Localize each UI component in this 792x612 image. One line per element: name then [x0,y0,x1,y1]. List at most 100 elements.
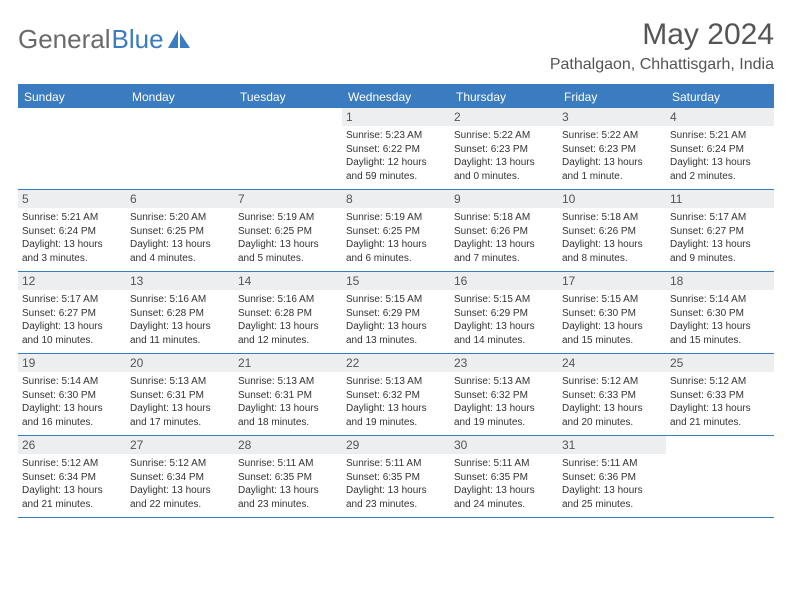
calendar-cell: 27 Sunrise: 5:12 AMSunset: 6:34 PMDayligh… [126,436,234,517]
calendar-cell: 3 Sunrise: 5:22 AMSunset: 6:23 PMDaylight… [558,108,666,189]
day-number: 3 [558,108,666,126]
day-details: Sunrise: 5:11 AMSunset: 6:36 PMDaylight:… [562,457,662,511]
calendar-cell: 15 Sunrise: 5:15 AMSunset: 6:29 PMDayligh… [342,272,450,353]
day-number: 7 [234,190,342,208]
calendar-cell: 22 Sunrise: 5:13 AMSunset: 6:32 PMDayligh… [342,354,450,435]
weekday-header: SundayMondayTuesdayWednesdayThursdayFrid… [18,86,774,108]
calendar: SundayMondayTuesdayWednesdayThursdayFrid… [18,84,774,518]
day-details: Sunrise: 5:13 AMSunset: 6:31 PMDaylight:… [238,375,338,429]
day-number: 14 [234,272,342,290]
calendar-cell: 28 Sunrise: 5:11 AMSunset: 6:35 PMDayligh… [234,436,342,517]
calendar-week: 26Sunrise: 5:12 AMSunset: 6:34 PMDayligh… [18,436,774,518]
day-details: Sunrise: 5:15 AMSunset: 6:30 PMDaylight:… [562,293,662,347]
calendar-cell [126,108,234,189]
day-details: Sunrise: 5:16 AMSunset: 6:28 PMDaylight:… [130,293,230,347]
day-number: 29 [342,436,450,454]
day-number: 18 [666,272,774,290]
calendar-cell: 19 Sunrise: 5:14 AMSunset: 6:30 PMDayligh… [18,354,126,435]
day-number: 10 [558,190,666,208]
day-details: Sunrise: 5:11 AMSunset: 6:35 PMDaylight:… [346,457,446,511]
calendar-cell: 2 Sunrise: 5:22 AMSunset: 6:23 PMDaylight… [450,108,558,189]
logo: GeneralBlue [18,18,190,55]
calendar-cell: 25Sunrise: 5:12 AMSunset: 6:33 PMDayligh… [666,354,774,435]
day-details: Sunrise: 5:20 AMSunset: 6:25 PMDaylight:… [130,211,230,265]
day-number: 30 [450,436,558,454]
day-number: 9 [450,190,558,208]
weekday-label: Monday [126,86,234,108]
calendar-cell: 18Sunrise: 5:14 AMSunset: 6:30 PMDayligh… [666,272,774,353]
day-number: 17 [558,272,666,290]
day-details: Sunrise: 5:21 AMSunset: 6:24 PMDaylight:… [22,211,122,265]
calendar-cell: 17 Sunrise: 5:15 AMSunset: 6:30 PMDayligh… [558,272,666,353]
logo-sail-icon [168,24,190,55]
calendar-cell: 1 Sunrise: 5:23 AMSunset: 6:22 PMDaylight… [342,108,450,189]
day-number: 19 [18,354,126,372]
calendar-week: 12Sunrise: 5:17 AMSunset: 6:27 PMDayligh… [18,272,774,354]
day-details: Sunrise: 5:12 AMSunset: 6:33 PMDaylight:… [562,375,662,429]
day-details: Sunrise: 5:23 AMSunset: 6:22 PMDaylight:… [346,129,446,183]
calendar-cell: 11 Sunrise: 5:17 AMSunset: 6:27 PMDayligh… [666,190,774,271]
weekday-label: Saturday [666,86,774,108]
calendar-cell [18,108,126,189]
day-number: 2 [450,108,558,126]
calendar-cell: 10 Sunrise: 5:18 AMSunset: 6:26 PMDayligh… [558,190,666,271]
day-details: Sunrise: 5:14 AMSunset: 6:30 PMDaylight:… [22,375,122,429]
day-number: 15 [342,272,450,290]
day-number: 21 [234,354,342,372]
day-details: Sunrise: 5:11 AMSunset: 6:35 PMDaylight:… [454,457,554,511]
calendar-week: 1 Sunrise: 5:23 AMSunset: 6:22 PMDaylight… [18,108,774,190]
calendar-cell: 31 Sunrise: 5:11 AMSunset: 6:36 PMDayligh… [558,436,666,517]
calendar-cell: 20Sunrise: 5:13 AMSunset: 6:31 PMDayligh… [126,354,234,435]
weekday-label: Sunday [18,86,126,108]
day-details: Sunrise: 5:22 AMSunset: 6:23 PMDaylight:… [454,129,554,183]
day-details: Sunrise: 5:19 AMSunset: 6:25 PMDaylight:… [238,211,338,265]
calendar-cell: 8 Sunrise: 5:19 AMSunset: 6:25 PMDaylight… [342,190,450,271]
day-number: 22 [342,354,450,372]
day-details: Sunrise: 5:13 AMSunset: 6:32 PMDaylight:… [346,375,446,429]
logo-text-general: General [18,24,111,55]
day-number: 26 [18,436,126,454]
calendar-cell: 30 Sunrise: 5:11 AMSunset: 6:35 PMDayligh… [450,436,558,517]
calendar-cell: 5 Sunrise: 5:21 AMSunset: 6:24 PMDaylight… [18,190,126,271]
day-details: Sunrise: 5:15 AMSunset: 6:29 PMDaylight:… [346,293,446,347]
day-number: 31 [558,436,666,454]
day-number: 8 [342,190,450,208]
calendar-cell: 6 Sunrise: 5:20 AMSunset: 6:25 PMDaylight… [126,190,234,271]
day-details: Sunrise: 5:13 AMSunset: 6:32 PMDaylight:… [454,375,554,429]
calendar-cell: 13Sunrise: 5:16 AMSunset: 6:28 PMDayligh… [126,272,234,353]
day-details: Sunrise: 5:17 AMSunset: 6:27 PMDaylight:… [22,293,122,347]
calendar-cell: 4Sunrise: 5:21 AMSunset: 6:24 PMDaylight… [666,108,774,189]
calendar-cell: 16Sunrise: 5:15 AMSunset: 6:29 PMDayligh… [450,272,558,353]
day-number: 27 [126,436,234,454]
weekday-label: Tuesday [234,86,342,108]
calendar-cell: 29 Sunrise: 5:11 AMSunset: 6:35 PMDayligh… [342,436,450,517]
day-number: 5 [18,190,126,208]
calendar-cell: 21 Sunrise: 5:13 AMSunset: 6:31 PMDayligh… [234,354,342,435]
day-details: Sunrise: 5:17 AMSunset: 6:27 PMDaylight:… [670,211,770,265]
day-details: Sunrise: 5:18 AMSunset: 6:26 PMDaylight:… [562,211,662,265]
logo-text-blue: Blue [112,24,164,55]
calendar-cell: 9Sunrise: 5:18 AMSunset: 6:26 PMDaylight… [450,190,558,271]
day-number: 6 [126,190,234,208]
day-details: Sunrise: 5:12 AMSunset: 6:34 PMDaylight:… [130,457,230,511]
calendar-cell [666,436,774,517]
day-number: 28 [234,436,342,454]
day-details: Sunrise: 5:11 AMSunset: 6:35 PMDaylight:… [238,457,338,511]
calendar-week: 19 Sunrise: 5:14 AMSunset: 6:30 PMDayligh… [18,354,774,436]
location: Pathalgaon, Chhattisgarh, India [550,56,774,74]
calendar-week: 5 Sunrise: 5:21 AMSunset: 6:24 PMDaylight… [18,190,774,272]
day-number: 25 [666,354,774,372]
day-details: Sunrise: 5:21 AMSunset: 6:24 PMDaylight:… [670,129,770,183]
day-number: 20 [126,354,234,372]
calendar-cell: 14Sunrise: 5:16 AMSunset: 6:28 PMDayligh… [234,272,342,353]
day-details: Sunrise: 5:19 AMSunset: 6:25 PMDaylight:… [346,211,446,265]
day-number: 1 [342,108,450,126]
day-number: 11 [666,190,774,208]
calendar-cell: 26 Sunrise: 5:12 AMSunset: 6:34 PMDayligh… [18,436,126,517]
day-details: Sunrise: 5:12 AMSunset: 6:34 PMDaylight:… [22,457,122,511]
day-details: Sunrise: 5:22 AMSunset: 6:23 PMDaylight:… [562,129,662,183]
calendar-cell: 7 Sunrise: 5:19 AMSunset: 6:25 PMDaylight… [234,190,342,271]
weekday-label: Wednesday [342,86,450,108]
calendar-cell: 23Sunrise: 5:13 AMSunset: 6:32 PMDayligh… [450,354,558,435]
calendar-cell: 12Sunrise: 5:17 AMSunset: 6:27 PMDayligh… [18,272,126,353]
